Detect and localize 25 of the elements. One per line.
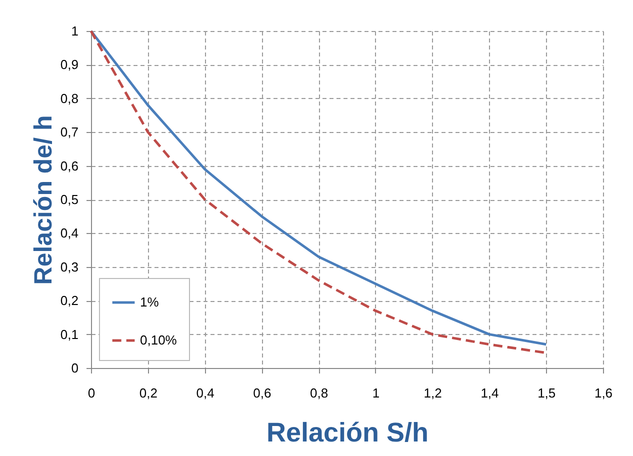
x-tick-label: 1,6	[594, 386, 613, 400]
x-tick-label: 1,4	[480, 386, 499, 400]
y-tick-label: 0	[71, 360, 78, 376]
y-tick-label: 0,5	[60, 192, 78, 207]
x-tick-label: 0,2	[139, 386, 158, 400]
x-axis-title: Relación S/h	[266, 418, 429, 448]
y-tick-label: 0,7	[60, 124, 78, 140]
y-tick-label: 0,3	[60, 259, 78, 274]
y-tick-label: 0,1	[60, 326, 78, 342]
x-tick-label: 0,4	[196, 386, 214, 400]
x-tick-label: 1,5	[538, 386, 556, 400]
x-tick-label: 1,2	[424, 386, 442, 400]
y-tick-label: 0,8	[60, 90, 78, 106]
x-tick-label: 0	[88, 386, 96, 400]
legend-label: 1%	[140, 294, 160, 310]
y-axis-title: Relación de/ h	[29, 115, 58, 285]
y-tick-label: 0,4	[60, 226, 78, 241]
legend-label: 0,10%	[140, 332, 178, 348]
y-tick-label: 0,9	[60, 57, 78, 72]
y-tick-label: 1	[71, 24, 78, 38]
y-tick-label: 0,6	[60, 158, 78, 174]
x-tick-label: 0,6	[253, 386, 272, 400]
y-tick-label: 0,2	[60, 293, 78, 308]
x-tick-label: 0,8	[310, 386, 328, 400]
x-tick-label: 1	[372, 386, 380, 400]
